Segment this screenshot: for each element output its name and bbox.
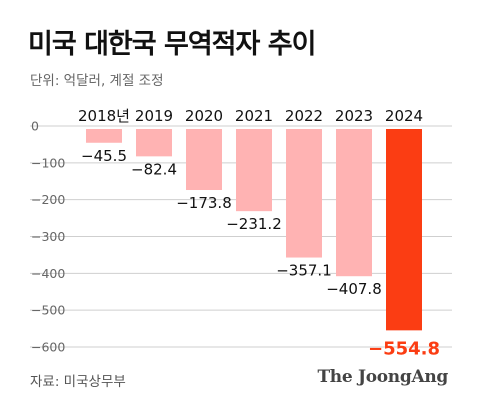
bar (236, 129, 272, 212)
value-label: −45.5 (81, 147, 127, 165)
x-category-label: 2024 (385, 107, 423, 125)
bar (336, 129, 372, 277)
y-tick-label: −600 (31, 340, 65, 355)
x-category-label: 2023 (335, 107, 373, 125)
y-tick-label: −400 (31, 266, 65, 281)
x-category-label: 2021 (235, 107, 273, 125)
bar (386, 129, 422, 331)
value-label: −554.8 (368, 338, 440, 359)
value-label: −231.2 (226, 215, 282, 233)
publisher-logo: The JoongAng (317, 367, 448, 387)
x-category-label: 2019 (135, 107, 173, 125)
bar (186, 129, 222, 191)
value-label: −407.8 (326, 280, 382, 298)
source-note: 자료: 미국상무부 (30, 374, 126, 390)
y-tick-label: −100 (31, 155, 65, 170)
y-tick-label: −500 (31, 303, 65, 318)
x-category-label: 2020 (185, 107, 223, 125)
chart-title: 미국 대한국 무역적자 추이 (28, 29, 316, 60)
y-tick-label: −200 (31, 192, 65, 207)
x-category-label: 2022 (285, 107, 323, 125)
bar (286, 129, 322, 258)
value-label: −82.4 (131, 160, 177, 178)
unit-note: 단위: 억달러, 계절 조정 (30, 73, 164, 89)
y-axis-ticks: 0 −100 −200 −300 −400 −500 −600 (31, 119, 65, 355)
bar (86, 129, 122, 143)
value-label: −173.8 (176, 194, 232, 212)
bars (86, 129, 422, 331)
bar (136, 129, 172, 157)
value-label: −357.1 (276, 262, 332, 280)
y-tick-label: −300 (31, 229, 65, 244)
x-category-label: 2018년 (78, 107, 130, 125)
y-tick-label: 0 (31, 119, 39, 134)
value-labels: −45.5−82.4 −173.8 −231.2 −357.1−407.8 −554.8 (81, 147, 440, 360)
x-axis-categories: 2018년 2019 2020 2021 2022 2023 2024 (78, 107, 423, 125)
